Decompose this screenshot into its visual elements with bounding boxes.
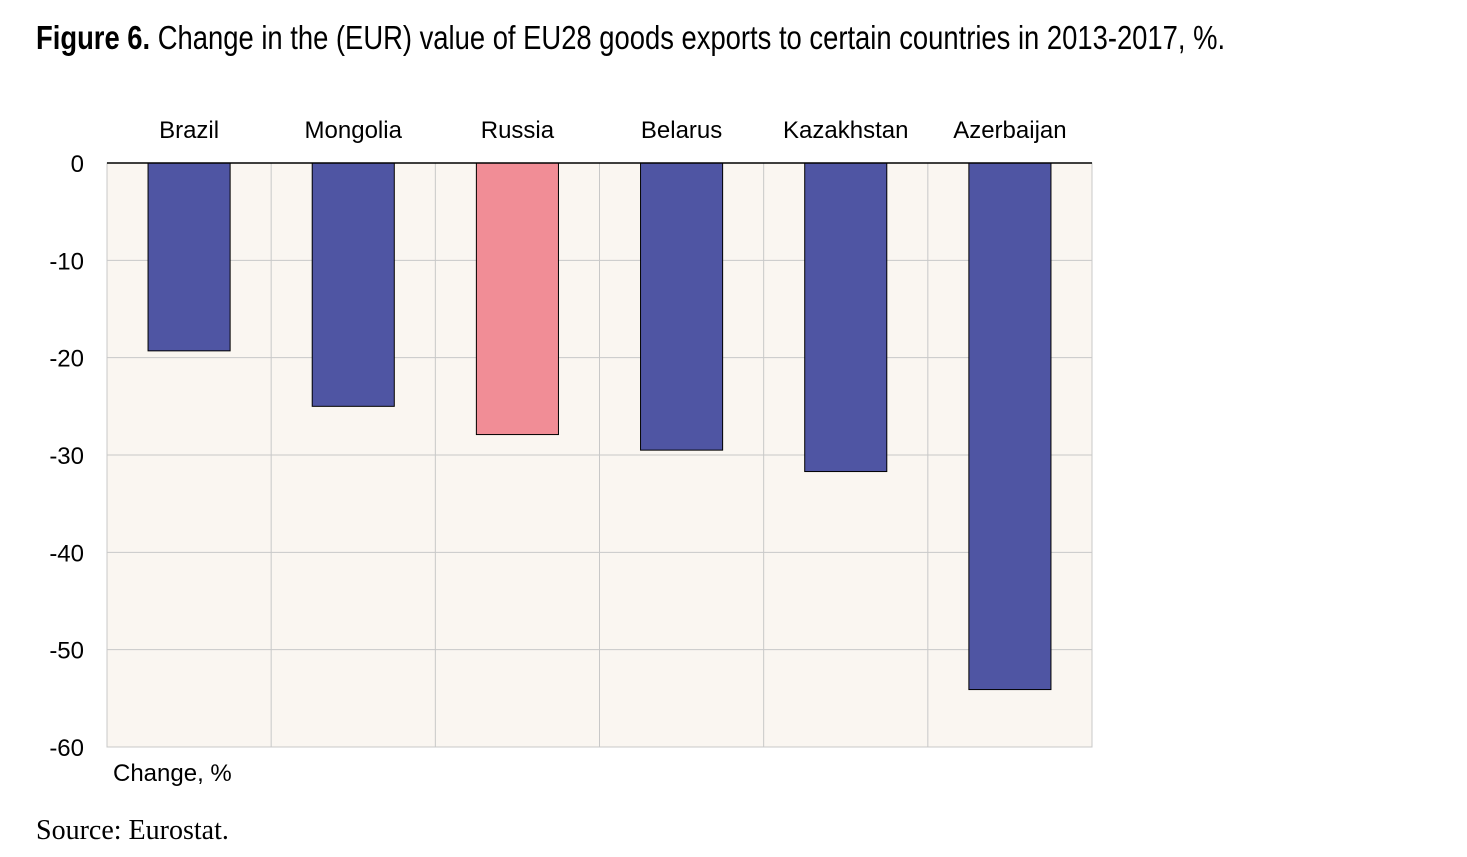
category-label: Russia [481,117,555,144]
category-label: Azerbaijan [953,117,1066,144]
y-tick-label: -50 [49,638,84,665]
bars-group [147,162,1052,691]
bar-azerbaijan [968,162,1052,691]
bar-brazil [147,162,231,352]
y-tick-label: -40 [49,540,84,567]
y-tick-labels: 0 -10 -20 -30 -40 -50 -60 [49,151,84,762]
category-label: Brazil [159,117,219,144]
bar-kazakhstan [804,162,888,473]
figure-title-text: Change in the (EUR) value of EU28 goods … [157,19,1226,56]
y-tick-label: -30 [49,443,84,470]
y-tick-label: -20 [49,346,84,373]
figure-title: Figure 6. Change in the (EUR) value of E… [36,18,1225,58]
category-labels: Brazil Mongolia Russia Belarus Kazakhstan Aze… [159,117,1067,144]
category-label: Mongolia [305,117,403,144]
y-tick-label: 0 [71,151,84,178]
bar-chart: 0 -10 -20 -30 -40 -50 -60 Brazil Mongolia Russia… [49,117,1093,787]
source-note: Source: Eurostat. [36,815,229,846]
y-axis-label: Change, % [113,760,232,787]
category-label: Belarus [641,117,722,144]
figure-label: Figure 6. [36,19,151,56]
bar-belarus [640,162,724,451]
bar-mongolia [311,162,395,407]
category-label: Kazakhstan [783,117,908,144]
grid-lines [107,163,1092,748]
y-tick-label: -10 [49,248,84,275]
y-tick-label: -60 [49,735,84,762]
bar-russia [475,162,559,436]
